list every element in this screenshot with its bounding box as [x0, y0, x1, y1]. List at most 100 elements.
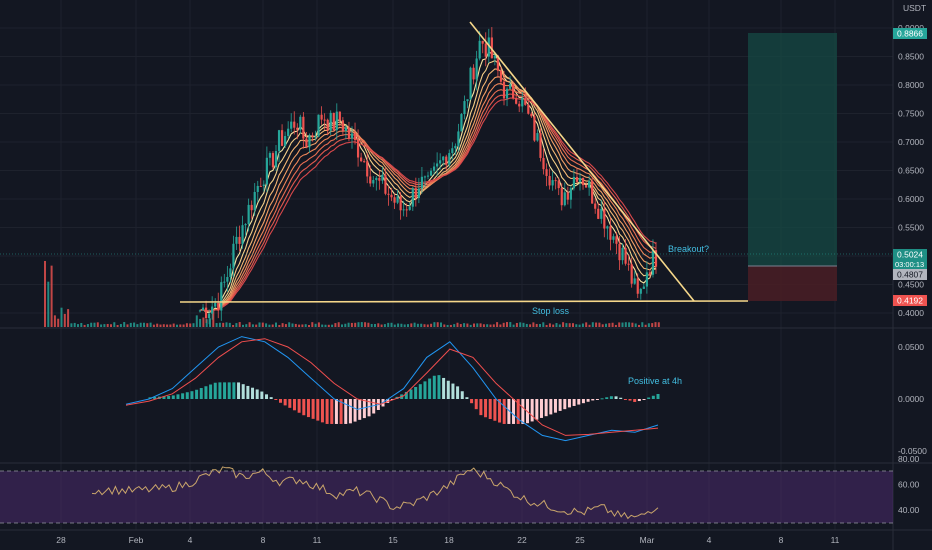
- candle-body: [226, 276, 229, 282]
- macd-histogram-bar: [358, 399, 362, 420]
- stop-zone[interactable]: [748, 266, 837, 301]
- volume-bar: [162, 324, 165, 327]
- volume-bar: [624, 322, 627, 327]
- candle-body: [548, 175, 551, 186]
- time-tick-label: 22: [517, 535, 527, 545]
- volume-bar: [258, 322, 261, 327]
- volume-bar: [294, 323, 297, 327]
- candle-body: [448, 153, 451, 165]
- macd-histogram-bar: [292, 399, 296, 411]
- macd-histogram-bar: [512, 399, 516, 424]
- volume-bar: [598, 322, 601, 327]
- candle-body: [560, 188, 563, 206]
- macd-histogram-bar: [190, 391, 194, 399]
- volume-bar: [86, 324, 89, 327]
- volume-bar: [601, 324, 604, 327]
- candle-body: [432, 166, 436, 171]
- target-zone[interactable]: [748, 33, 837, 266]
- support-line[interactable]: [179, 300, 749, 303]
- candle-body: [375, 177, 378, 181]
- descending-trendline[interactable]: [469, 21, 695, 302]
- candle-body: [204, 307, 208, 319]
- volume-bar: [215, 323, 218, 327]
- volume-bar: [463, 323, 466, 327]
- macd-histogram-bar: [451, 383, 455, 399]
- macd-histogram-bar: [628, 399, 632, 401]
- candle-body: [366, 161, 369, 177]
- candle-body: [651, 250, 655, 275]
- volume-bar: [628, 322, 631, 327]
- volume-bar: [644, 324, 647, 327]
- rsi-band: [0, 471, 893, 523]
- volume-bar: [172, 323, 175, 327]
- candle-body: [417, 188, 420, 198]
- candle-body: [220, 282, 223, 311]
- candle-body: [353, 133, 357, 141]
- volume-bar: [416, 323, 419, 327]
- volume-bar: [555, 323, 558, 327]
- volume-bar: [248, 322, 251, 327]
- candle-body: [372, 180, 375, 184]
- svg-text:0.4192: 0.4192: [897, 296, 923, 306]
- candle-body: [350, 133, 354, 139]
- volume-bar: [380, 324, 383, 327]
- candle-body: [600, 208, 603, 219]
- volume-bar: [476, 323, 479, 327]
- candle-body: [360, 157, 363, 162]
- macd-histogram-bar: [656, 394, 660, 399]
- volume-bar: [446, 324, 449, 327]
- volume-bar: [271, 324, 274, 327]
- candle-body: [369, 176, 372, 184]
- macd-histogram-bar: [260, 391, 264, 399]
- candle-body: [539, 133, 542, 158]
- candle-body: [253, 191, 256, 211]
- candle-body: [512, 84, 515, 99]
- macd-histogram-bar: [544, 399, 548, 417]
- macd-histogram-bar: [423, 381, 427, 399]
- volume-bar: [57, 318, 60, 327]
- volume-bar: [225, 322, 228, 327]
- volume-bar: [539, 324, 541, 327]
- volume-bar: [496, 322, 499, 327]
- volume-bar: [166, 324, 169, 327]
- volume-bar: [568, 323, 571, 327]
- candle-body: [268, 153, 272, 158]
- macd-histogram-bar: [334, 399, 338, 424]
- time-axis[interactable]: 28 Feb 4 8 11 15 18 22 25 Mar 4 8 11: [56, 535, 839, 545]
- macd-histogram-bar: [623, 399, 627, 400]
- volume-bar: [337, 322, 340, 327]
- volume-bar: [430, 323, 433, 327]
- macd-histogram-bar: [572, 399, 576, 406]
- volume-bar: [552, 324, 555, 327]
- volume-bar: [129, 322, 132, 327]
- volume-bar: [242, 324, 244, 327]
- candle-body: [274, 151, 278, 168]
- macd-histogram-bar: [502, 399, 506, 424]
- volume-bar: [605, 323, 607, 327]
- candle-body: [627, 263, 630, 265]
- macd-histogram-bar: [428, 378, 432, 399]
- candle-body: [423, 176, 427, 178]
- macd-histogram-bar: [325, 399, 329, 424]
- candle-body: [229, 268, 232, 277]
- candle-body: [633, 278, 636, 284]
- volume-bar: [182, 324, 185, 327]
- candle-body: [232, 243, 235, 269]
- candle-body: [639, 288, 642, 294]
- macd-histogram-bar: [269, 397, 273, 399]
- macd-tick-label: 0.0500: [898, 342, 924, 352]
- candle-body: [630, 264, 633, 284]
- macd-histogram-bar: [274, 399, 278, 400]
- volume-bar: [542, 322, 545, 327]
- volume-bar: [156, 323, 159, 327]
- macd-histogram-bar: [302, 399, 306, 416]
- macd-histogram-bar: [442, 377, 446, 399]
- candle-body: [478, 40, 481, 59]
- time-tick-label: 15: [388, 535, 398, 545]
- macd-histogram-bar: [651, 395, 655, 399]
- macd-histogram-bar: [265, 394, 269, 399]
- volume-bar: [146, 323, 149, 327]
- volume-bar: [228, 322, 231, 327]
- volume-bar: [440, 322, 442, 327]
